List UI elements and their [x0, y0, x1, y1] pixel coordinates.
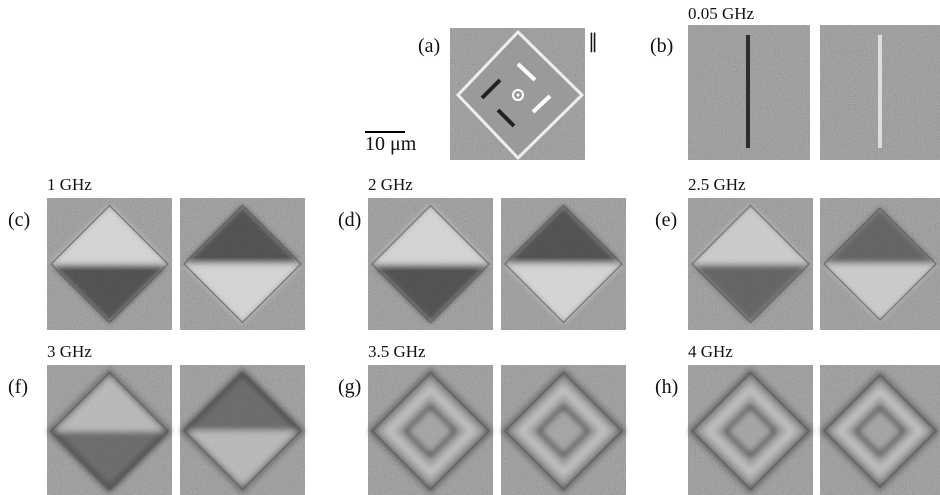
frequency: 2 GHz [368, 175, 413, 194]
micrograph [450, 28, 585, 160]
frequency: 3.5 GHz [368, 342, 426, 361]
micrograph [820, 198, 940, 330]
micrograph [820, 365, 940, 495]
micrograph [501, 198, 626, 330]
figure: (a) 10 μm ∥ (b) 0.05 GHz (c) 1 GHz (d) 2 GHz (e) 2… [0, 0, 940, 495]
micrograph [501, 365, 626, 495]
panel-label: (c) [8, 209, 30, 231]
panel-label: (e) [655, 209, 677, 231]
panel-label: (b) [650, 35, 673, 57]
panel-label: (f) [8, 376, 28, 398]
panel-label: (a) [418, 35, 440, 57]
micrograph [180, 365, 305, 495]
polarization: ∥ [588, 31, 598, 53]
panel-label: (h) [655, 376, 678, 398]
panel-label: (d) [338, 209, 361, 231]
micrograph [820, 25, 940, 160]
micrograph [368, 198, 493, 330]
micrograph [688, 198, 813, 330]
frequency: 2.5 GHz [688, 175, 746, 194]
frequency: 3 GHz [47, 342, 92, 361]
frequency: 4 GHz [688, 342, 733, 361]
frequency: 1 GHz [47, 175, 92, 194]
scale-label: 10 μm [365, 133, 417, 155]
out-of-plane-dot [517, 94, 520, 97]
micrograph [180, 198, 305, 330]
micrograph [688, 25, 810, 160]
micrograph [47, 365, 172, 495]
micrograph [688, 365, 813, 495]
panel-label: (g) [338, 376, 361, 398]
frequency: 0.05 GHz [688, 4, 755, 23]
micrograph [47, 198, 172, 330]
micrograph [368, 365, 493, 495]
